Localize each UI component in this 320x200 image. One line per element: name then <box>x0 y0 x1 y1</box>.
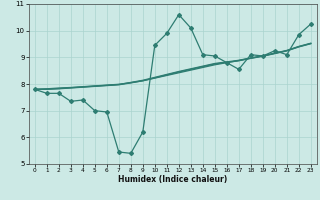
X-axis label: Humidex (Indice chaleur): Humidex (Indice chaleur) <box>118 175 228 184</box>
